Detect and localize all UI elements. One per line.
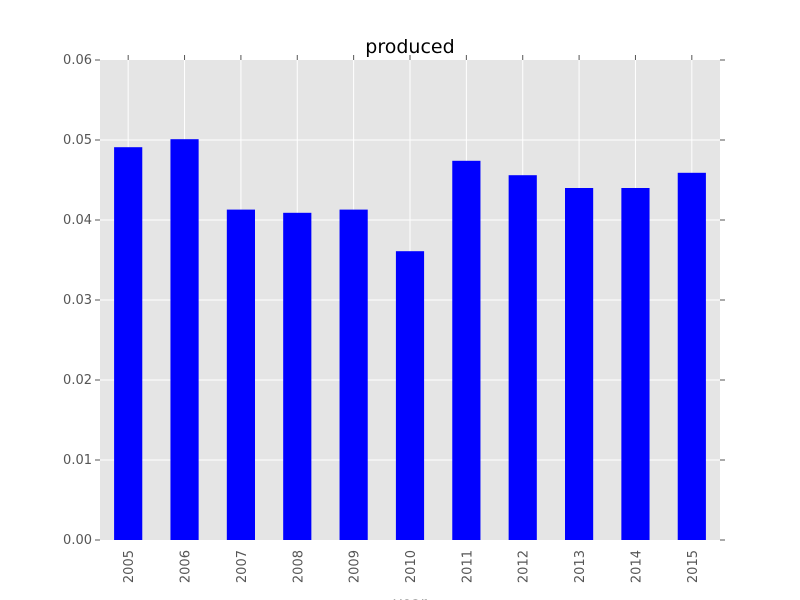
bar-2011 (452, 160, 481, 541)
bar-2013 (565, 188, 594, 540)
y-tick-labels: 0.00 0.01 0.02 0.03 0.04 0.05 0.06 (63, 53, 92, 548)
x-tick-label: 2013 (573, 550, 588, 583)
bar-2010 (395, 251, 425, 540)
x-tick-label: 2005 (122, 550, 137, 583)
x-tick-label: 2011 (460, 550, 475, 583)
axis-ticks (95, 55, 725, 541)
bar-2008 (283, 212, 312, 541)
bar-2014 (621, 188, 650, 540)
bar-2007 (226, 209, 255, 540)
x-tick-label: 2012 (517, 550, 532, 583)
x-tick-label: 2014 (629, 550, 644, 583)
x-tick-labels: 2005 2006 2007 2008 2009 2010 2011 2012 2013 2014… (122, 550, 701, 583)
y-tick-label: 0.04 (63, 213, 92, 228)
bar-2012 (508, 175, 537, 540)
bar-2005 (114, 147, 143, 540)
y-tick-label: 0.05 (63, 133, 92, 148)
x-tick-label: 2010 (404, 550, 419, 583)
y-tick-label: 0.03 (63, 293, 92, 308)
bar-2009 (339, 209, 368, 540)
x-tick-label: 2008 (291, 550, 306, 583)
chart-title: produced (365, 36, 454, 58)
x-tick-label: 2015 (686, 550, 701, 583)
x-tick-label: 2009 (348, 550, 363, 583)
x-axis-label: year (393, 594, 427, 600)
y-tick-label: 0.02 (63, 373, 92, 388)
bars (114, 139, 706, 541)
bar-2006 (170, 139, 199, 540)
x-tick-label: 2006 (179, 550, 194, 583)
y-tick-label: 0.01 (63, 453, 92, 468)
y-tick-label: 0.06 (63, 53, 92, 68)
y-tick-label: 0.00 (63, 533, 92, 548)
bar-2015 (677, 172, 706, 541)
x-tick-label: 2007 (235, 550, 250, 583)
